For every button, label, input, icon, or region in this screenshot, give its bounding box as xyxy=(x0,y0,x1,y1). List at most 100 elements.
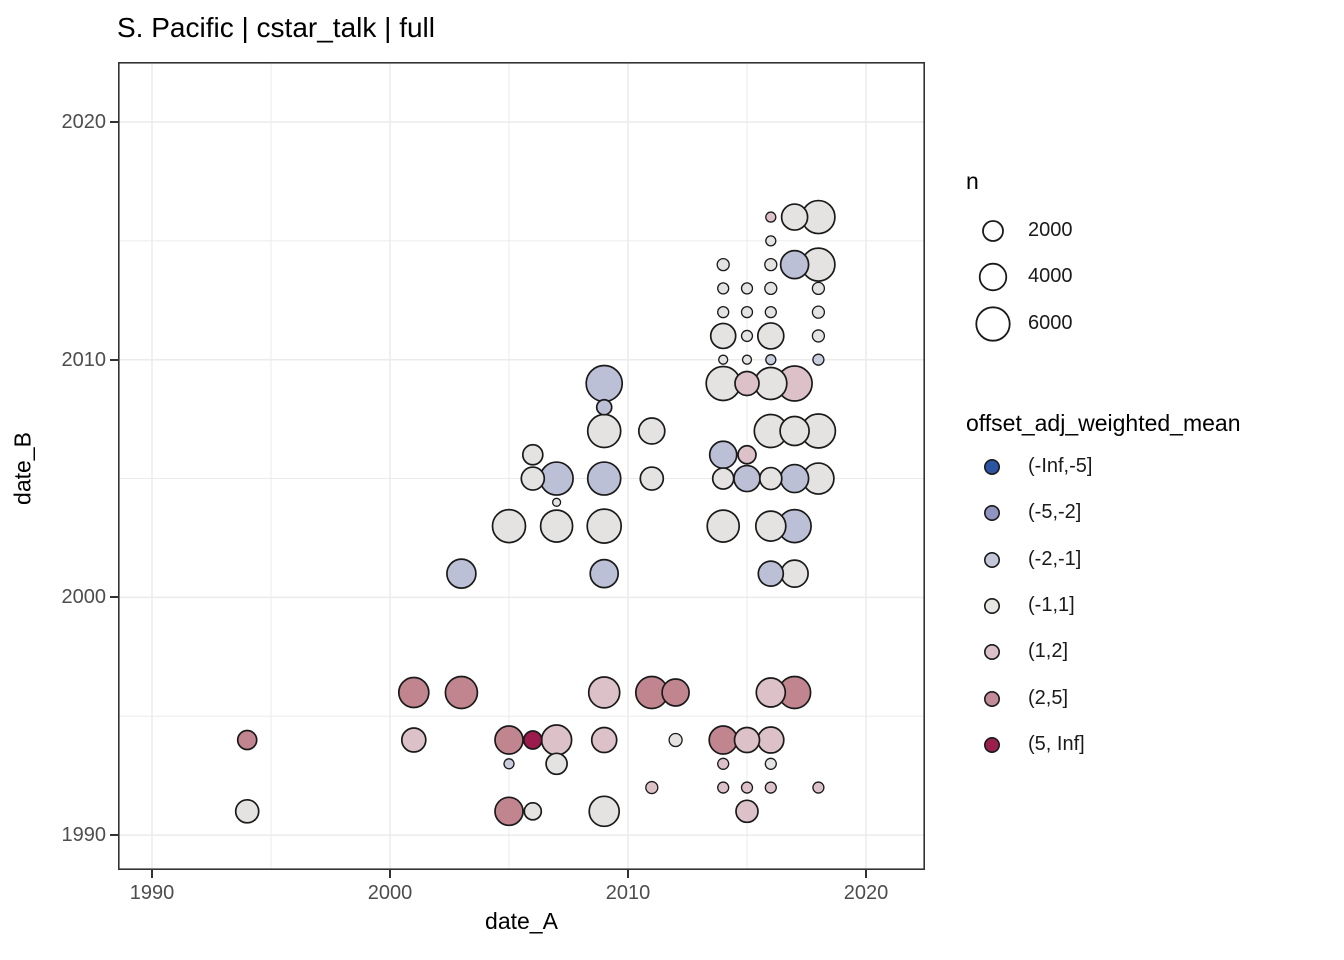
data-point xyxy=(551,497,562,507)
data-point xyxy=(494,725,524,755)
data-point xyxy=(521,443,544,466)
data-point xyxy=(758,466,783,491)
data-point xyxy=(737,444,757,465)
data-point xyxy=(754,510,787,542)
data-point xyxy=(588,795,621,828)
data-point xyxy=(540,724,573,756)
data-point xyxy=(711,467,735,490)
color-legend-dot xyxy=(984,644,1000,660)
data-point xyxy=(764,257,778,272)
data-point xyxy=(812,353,825,366)
x-tick-mark xyxy=(627,870,629,878)
data-point xyxy=(780,203,809,231)
data-point xyxy=(756,322,785,350)
data-point xyxy=(645,780,659,795)
data-point xyxy=(494,796,524,827)
color-legend-key xyxy=(980,687,1004,711)
size-legend-label: 6000 xyxy=(1028,312,1073,334)
data-point xyxy=(811,329,826,343)
data-point xyxy=(811,305,826,319)
data-point xyxy=(539,509,574,543)
data-point xyxy=(586,461,622,496)
y-axis-title: date_B xyxy=(9,432,36,505)
data-point xyxy=(400,727,427,753)
data-point xyxy=(661,678,690,707)
color-legend-dot xyxy=(984,691,1000,707)
data-point xyxy=(545,752,568,776)
y-tick-label: 2000 xyxy=(61,586,107,609)
y-tick-mark xyxy=(110,121,118,123)
size-legend-circle xyxy=(978,262,1008,292)
data-point xyxy=(780,559,809,588)
panel-background xyxy=(118,62,925,870)
data-point xyxy=(708,725,739,755)
data-point xyxy=(503,758,515,770)
color-legend-title: offset_adj_weighted_mean xyxy=(966,410,1241,436)
y-tick-mark xyxy=(110,358,118,361)
data-point xyxy=(757,560,785,587)
data-point xyxy=(446,558,477,589)
data-point xyxy=(585,364,624,403)
color-legend-key xyxy=(980,640,1004,664)
data-point xyxy=(740,781,754,794)
data-point xyxy=(741,354,753,365)
data-point xyxy=(717,757,730,770)
size-legend-label: 4000 xyxy=(1028,265,1073,287)
data-point xyxy=(764,306,777,319)
data-point xyxy=(812,781,825,794)
color-legend-key xyxy=(980,594,1004,618)
y-tick-label: 1990 xyxy=(61,824,107,847)
color-legend-label: (-2,-1] xyxy=(1028,548,1082,570)
color-legend-label: (-Inf,-5] xyxy=(1028,455,1093,477)
color-legend-key xyxy=(980,733,1004,757)
color-legend-label: (-1,1] xyxy=(1028,594,1075,616)
data-point xyxy=(765,211,777,223)
data-point xyxy=(764,281,778,296)
data-point xyxy=(708,440,738,470)
x-tick-mark xyxy=(151,870,153,878)
data-point xyxy=(668,732,683,748)
color-legend-label: (2,5] xyxy=(1028,687,1069,709)
data-point xyxy=(586,413,622,449)
data-point xyxy=(717,306,730,319)
data-point xyxy=(637,417,666,445)
data-point xyxy=(586,508,623,544)
y-tick-label: 2010 xyxy=(61,348,107,371)
data-point xyxy=(740,306,754,319)
data-point xyxy=(236,729,258,751)
data-point xyxy=(639,466,665,491)
data-point xyxy=(718,354,729,365)
data-point xyxy=(756,726,785,754)
data-point xyxy=(706,509,741,543)
data-point xyxy=(765,354,777,366)
color-legend-label: (5, Inf] xyxy=(1028,733,1085,755)
data-point xyxy=(733,464,761,493)
size-legend-circle xyxy=(982,220,1004,242)
data-point xyxy=(234,798,260,824)
data-point xyxy=(779,463,810,494)
x-tick-mark xyxy=(389,870,391,878)
data-point xyxy=(811,281,826,296)
data-point xyxy=(444,675,479,710)
x-tick-label: 2010 xyxy=(605,882,651,904)
data-point xyxy=(740,329,754,343)
plot-panel xyxy=(118,62,925,870)
chart-title: S. Pacific | cstar_talk | full xyxy=(117,12,435,43)
data-point xyxy=(734,370,760,397)
data-point xyxy=(717,282,730,295)
panel-border xyxy=(118,62,925,870)
x-tick-label: 1990 xyxy=(129,882,175,904)
data-point xyxy=(765,235,777,247)
data-point xyxy=(397,676,430,709)
color-legend-dot xyxy=(984,598,1000,614)
y-tick-mark xyxy=(110,596,118,599)
x-tick-label: 2020 xyxy=(843,882,889,904)
data-point xyxy=(522,730,543,750)
color-legend-dot xyxy=(984,737,1000,753)
data-point xyxy=(733,726,761,754)
data-point xyxy=(587,676,621,709)
data-point xyxy=(595,398,613,416)
color-legend-key xyxy=(980,501,1004,525)
color-legend-key xyxy=(980,548,1004,572)
